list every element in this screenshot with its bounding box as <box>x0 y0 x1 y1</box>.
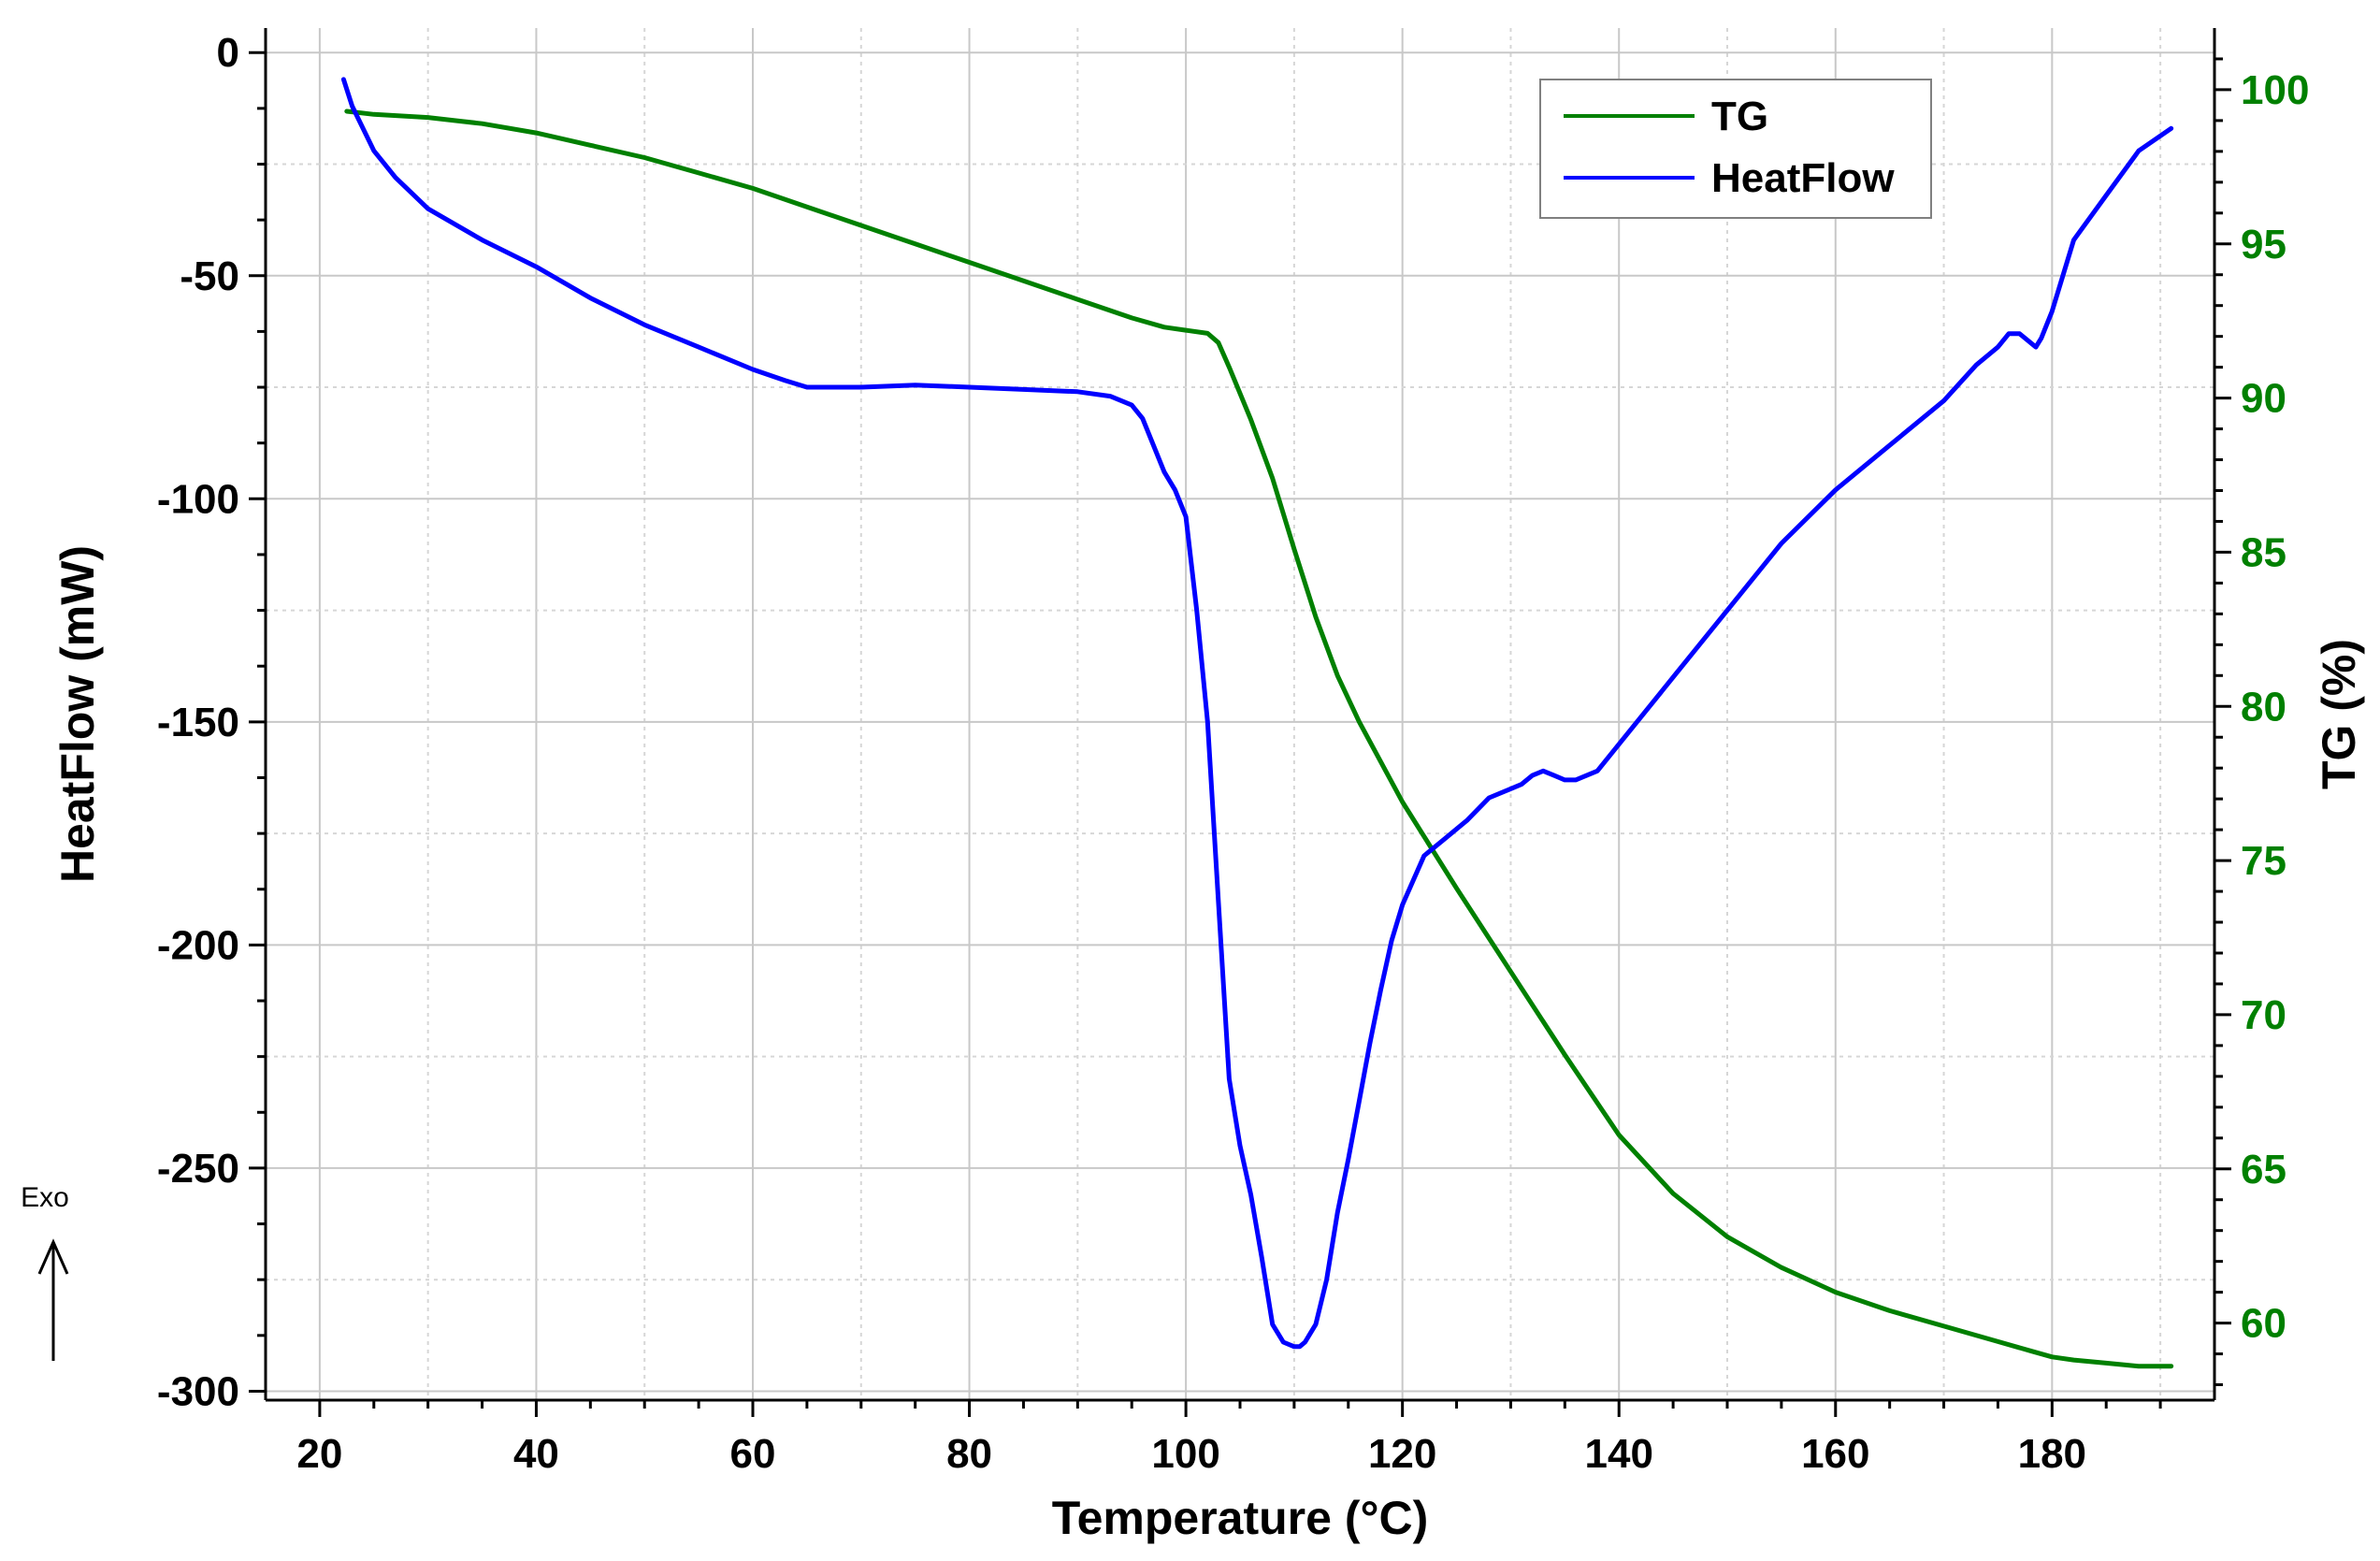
legend-box <box>1539 79 1932 219</box>
y-right-tick-label: 75 <box>2241 838 2286 884</box>
x-tick-label: 180 <box>2018 1431 2086 1477</box>
y-left-tick-label: -200 <box>157 922 239 968</box>
x-axis-title: Temperature (°C) <box>1052 1492 1428 1544</box>
y-right-tick-label: 70 <box>2241 992 2286 1038</box>
y-left-tick-label: -300 <box>157 1368 239 1414</box>
exo-arrow-head-icon <box>37 1238 69 1275</box>
legend-label-tg: TG <box>1711 94 1768 139</box>
x-tick-label: 20 <box>296 1431 342 1477</box>
x-tick-label: 140 <box>1585 1431 1653 1477</box>
y-left-tick-label: -150 <box>157 700 239 745</box>
grid <box>266 28 2214 1400</box>
y-right-tick-label: 60 <box>2241 1301 2286 1347</box>
y-right-tick-label: 85 <box>2241 529 2286 575</box>
exo-label: Exo <box>21 1182 69 1213</box>
series-line-tg <box>344 108 2174 1369</box>
legend: TG HeatFlow <box>1539 79 1932 219</box>
y-right-tick-label: 65 <box>2241 1147 2286 1192</box>
x-tick-label: 60 <box>730 1431 776 1477</box>
legend-label-heatflow: HeatFlow <box>1711 155 1895 201</box>
x-tick-label: 120 <box>1368 1431 1436 1477</box>
y-right-tick-label: 80 <box>2241 684 2286 730</box>
x-tick-label: 40 <box>513 1431 559 1477</box>
x-tick-label: 100 <box>1151 1431 1219 1477</box>
x-tick-label: 80 <box>946 1431 992 1477</box>
y-right-tick-label: 95 <box>2241 222 2286 267</box>
y-left-tick-label: 0 <box>217 30 239 76</box>
y-left-tick-label: -50 <box>180 253 239 299</box>
series-line-heatflow <box>340 77 2174 1350</box>
y-right-axis-title: TG (%) <box>2313 639 2365 789</box>
y-right-tick-label: 90 <box>2241 376 2286 422</box>
y-left-axis-title: HeatFlow (mW) <box>51 545 104 883</box>
axes: 20 40 60 80 100 120 140 160 180 0 -50 -100 -150 -200 -… <box>157 28 2309 1477</box>
series <box>340 77 2174 1369</box>
y-left-tick-label: -250 <box>157 1146 239 1192</box>
x-tick-label: 160 <box>1801 1431 1869 1477</box>
y-left-tick-label: -100 <box>157 476 239 522</box>
y-right-tick-label: 100 <box>2241 67 2309 113</box>
exo-indicator: Exo <box>21 1182 69 1361</box>
